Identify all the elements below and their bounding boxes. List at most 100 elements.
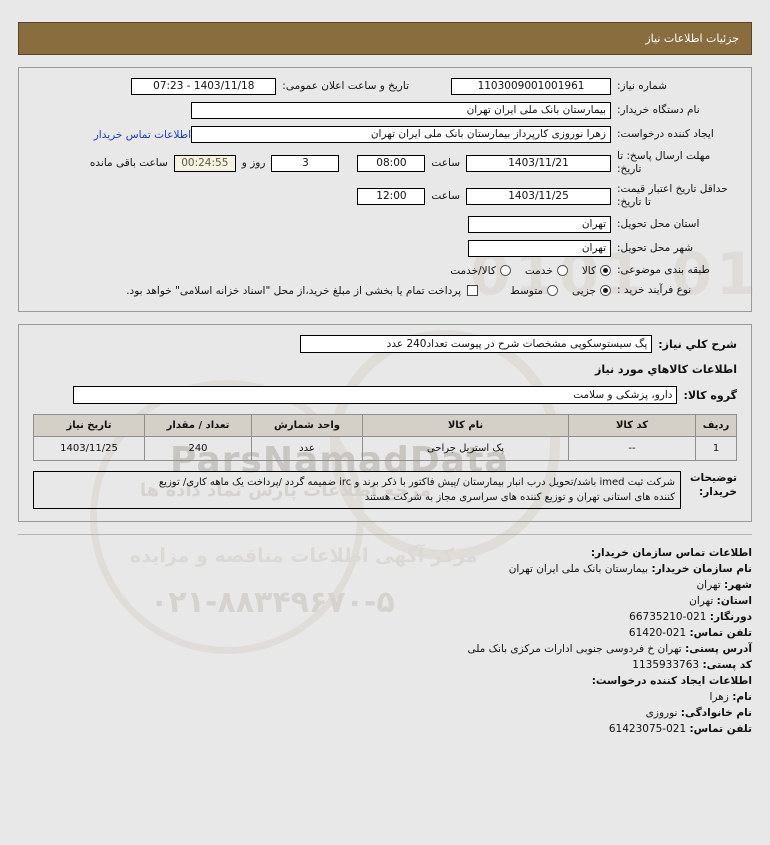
buyer-contact-postal-label: کد پستی: (702, 659, 752, 671)
buyer-contact-city: شهر: تهران (18, 577, 752, 593)
row-category: طبقه بندی موضوعی: کالا خدمت کالا/خدمت (33, 264, 737, 277)
cell-radif: 1 (695, 436, 737, 461)
radio-icon[interactable] (600, 265, 611, 276)
buyer-org-field[interactable]: بیمارستان بانک ملی ایران تهران (191, 102, 611, 119)
row-buyer-description: توضیحات خریدار: شرکت ثبت imed باشد/تحویل… (33, 471, 737, 509)
buyer-contact-city-value: تهران (696, 579, 721, 591)
deadline-time-field[interactable]: 08:00 (357, 154, 426, 172)
buyer-contact-province-label: استان: (716, 595, 752, 607)
col-header-code: کد کالا (568, 414, 696, 437)
buyer-contact-phone-value: 61420-021 (628, 627, 687, 639)
buyer-contact-org: نام سازمان خریدار: بیمارستان بانک ملی ای… (18, 561, 752, 577)
goods-group-field[interactable]: دارو، پزشکی و سلامت (73, 386, 678, 404)
deadline-label: مهلت ارسال پاسخ: تا تاریخ: (617, 150, 711, 175)
category-option-kala-khedmat[interactable]: کالا/خدمت (450, 265, 511, 277)
goods-group-label: گروه کالا: (683, 388, 737, 402)
category-option-label: کالا/خدمت (450, 264, 496, 277)
days-unit-label: روز و (241, 157, 266, 169)
creator-label: ایجاد کننده درخواست: (617, 128, 714, 140)
requester-last-name-label: نام خانوادگی: (680, 707, 752, 719)
delivery-city-field[interactable]: تهران (468, 240, 611, 257)
row-delivery-city: شهر محل تحویل: تهران (33, 240, 737, 257)
buyer-contact-postal: کد پستی: 1135933763 (18, 657, 752, 673)
creator-field[interactable]: زهرا نوروزی کارپرداز بیمارستان بانک ملی … (191, 126, 611, 143)
requester-last-name-value: نوروزی (645, 707, 678, 719)
delivery-province-field[interactable]: تهران (468, 216, 611, 233)
goods-panel: شرح کلي نياز: پگ سیستوسکوپی مشخصات شرح د… (18, 324, 752, 522)
radio-icon[interactable] (556, 265, 568, 276)
col-header-radif: ردیف (695, 414, 737, 437)
row-creator: ایجاد کننده درخواست: زهرا نوروزی کارپردا… (33, 126, 737, 143)
buyer-contact-phone: تلفن تماس: 61420-021 (18, 625, 752, 641)
items-table-header-row: ردیف کد کالا نام کالا واحد شمارش تعداد /… (33, 414, 737, 437)
countdown-field: 00:24:55 (173, 154, 236, 172)
delivery-city-label: شهر محل تحویل: (617, 242, 693, 254)
delivery-province-label: استان محل تحویل: (617, 218, 700, 230)
process-option-motavaset[interactable]: متوسط (510, 285, 559, 297)
requester-first-name-value: زهرا (709, 691, 729, 703)
category-option-khedmat[interactable]: خدمت (525, 265, 568, 277)
need-info-panel: شماره نیاز: 1103009001001961 تاریخ و ساع… (18, 67, 752, 312)
buyer-contact-fax-label: دورنگار: (709, 611, 752, 623)
cell-code: -- (568, 436, 696, 461)
price-validity-time-field[interactable]: 12:00 (357, 187, 426, 205)
need-number-field[interactable]: 1103009001001961 (451, 78, 611, 95)
remaining-days-field: 3 (271, 154, 340, 172)
buyer-contact-fax-value: 66735210-021 (629, 611, 707, 623)
cell-name: پک استریل جراحی (362, 436, 569, 461)
category-option-label: کالا (581, 264, 596, 277)
deadline-date-field[interactable]: 1403/11/21 (466, 154, 611, 172)
col-header-unit: واحد شمارش (251, 414, 363, 437)
buyer-description-label-line2: خریدار: (699, 486, 737, 498)
col-header-need-date: تاریخ نیاز (33, 414, 145, 437)
deadline-time-label: ساعت (431, 157, 460, 169)
process-option-jozei[interactable]: جزیی (572, 285, 611, 297)
page-title: جزئیات اطلاعات نیاز (645, 32, 739, 45)
buyer-description-box: شرکت ثبت imed باشد/تحویل درب انبار بیمار… (33, 471, 681, 509)
items-table: ردیف کد کالا نام کالا واحد شمارش تعداد /… (33, 414, 737, 461)
requester-first-name: نام: زهرا (18, 689, 752, 705)
buyer-contact-link[interactable]: اطلاعات تماس خریدار (93, 128, 191, 141)
price-validity-date-field[interactable]: 1403/11/25 (466, 187, 611, 205)
announce-datetime-field[interactable]: 1403/11/18 - 07:23 (131, 78, 277, 95)
row-need-summary: شرح کلي نياز: پگ سیستوسکوپی مشخصات شرح د… (33, 335, 737, 353)
process-type-label: نوع فرآیند خرید : (617, 284, 692, 296)
row-deadline: مهلت ارسال پاسخ: تا تاریخ: 1403/11/21 سا… (33, 150, 737, 176)
buyer-contact-province: استان: تهران (18, 593, 752, 609)
buyer-description-label: توضیحات خریدار: (681, 471, 737, 499)
requester-phone: تلفن تماس: 61423075-021 (18, 721, 752, 737)
buyer-description-line-1: شرکت ثبت imed باشد/تحویل درب انبار بیمار… (158, 477, 675, 488)
treasury-checkbox[interactable] (467, 285, 479, 296)
category-label: طبقه بندی موضوعی: (617, 264, 710, 276)
buyer-contact-org-label: نام سازمان خریدار: (651, 563, 752, 575)
process-option-label: جزیی (572, 284, 596, 297)
price-validity-time-label: ساعت (431, 190, 460, 202)
need-summary-field[interactable]: پگ سیستوسکوپی مشخصات شرح در پیوست تعداد2… (300, 335, 653, 353)
radio-icon[interactable] (600, 285, 611, 296)
requester-last-name: نام خانوادگی: نوروزی (18, 705, 752, 721)
buyer-contact-city-label: شهر: (724, 579, 752, 591)
buyer-contact-postal-value: 1135933763 (632, 659, 700, 671)
section-divider (18, 534, 752, 535)
cell-unit: عدد (251, 436, 363, 461)
header-wrap: جزئیات اطلاعات نیاز (0, 0, 770, 55)
buyer-contact-title: اطلاعات تماس سازمان خریدار: (590, 547, 752, 559)
row-price-validity: حداقل تاریخ اعتبار قیمت: تا تاریخ: 1403/… (33, 183, 737, 209)
need-summary-label: شرح کلي نياز: (658, 337, 737, 351)
buyer-contact-province-value: تهران (689, 595, 714, 607)
contact-section: اطلاعات تماس سازمان خریدار: نام سازمان خ… (0, 535, 770, 737)
cell-need-date: 1403/11/25 (33, 436, 145, 461)
announce-datetime-label: تاریخ و ساعت اعلان عمومی: (282, 80, 409, 92)
row-delivery-province: استان محل تحویل: تهران (33, 216, 737, 233)
need-number-label: شماره نیاز: (617, 80, 667, 92)
category-option-kala[interactable]: کالا (582, 265, 611, 277)
row-process-type: نوع فرآیند خرید : جزیی متوسط پرداخت تمام… (33, 284, 737, 297)
page-root: جزئیات اطلاعات نیاز شماره نیاز: 11030090… (0, 0, 770, 737)
buyer-description-label-line1: توضیحات (689, 472, 737, 484)
buyer-contact-phone-label: تلفن تماس: (689, 627, 752, 639)
radio-icon[interactable] (499, 265, 511, 276)
col-header-name: نام کالا (362, 414, 569, 437)
requester-phone-label: تلفن تماس: (689, 723, 752, 735)
radio-icon[interactable] (547, 285, 559, 296)
buyer-contact-address-label: آدرس پستی: (685, 643, 752, 655)
